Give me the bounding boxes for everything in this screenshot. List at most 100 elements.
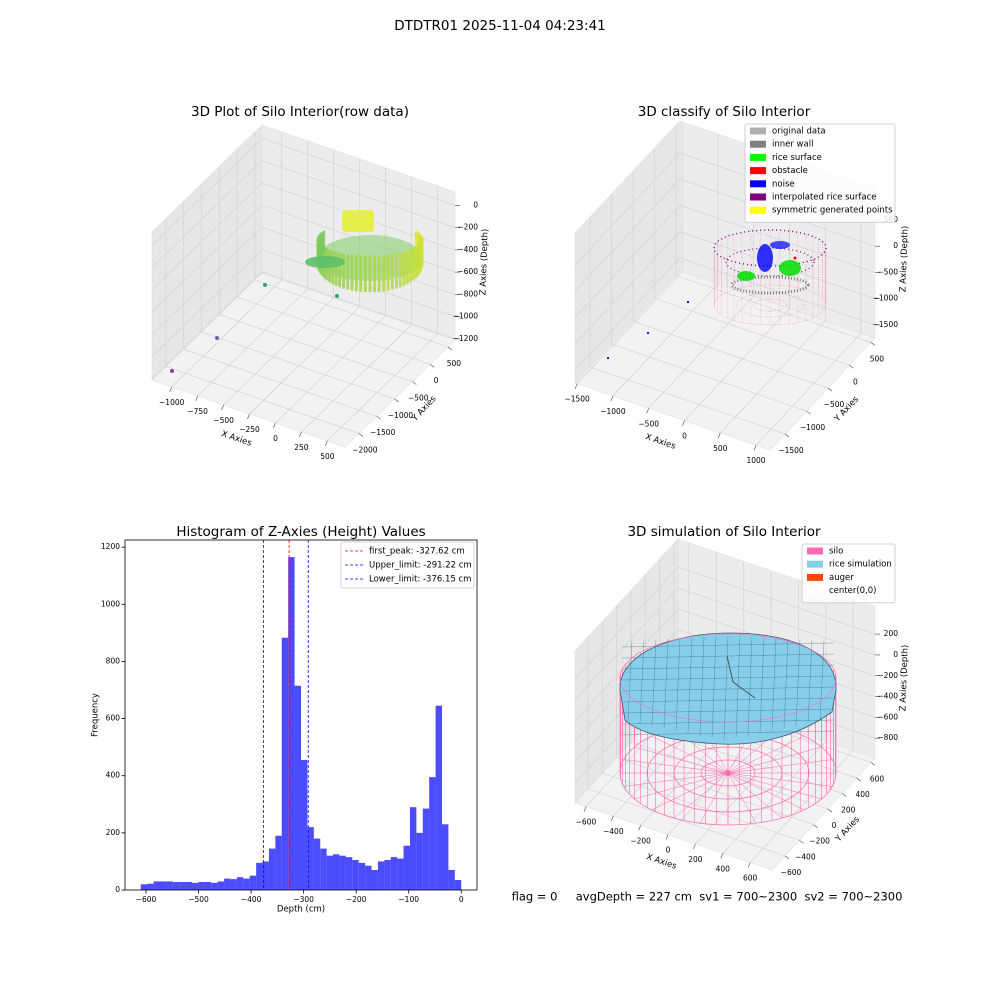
rice-mesh bbox=[621, 664, 835, 670]
x-tick-label: −600 bbox=[576, 818, 597, 827]
legend-label: auger bbox=[829, 573, 854, 583]
outlier-point bbox=[170, 369, 174, 373]
histogram-bar bbox=[320, 848, 327, 890]
tick-mark bbox=[693, 843, 696, 850]
x-tick-label: −1000 bbox=[600, 407, 626, 416]
tick-mark bbox=[849, 365, 854, 369]
tick-mark bbox=[646, 408, 649, 414]
x-tick-label: 600 bbox=[743, 874, 758, 883]
rice-mesh bbox=[651, 639, 657, 726]
histogram-bar bbox=[294, 685, 301, 890]
tick-mark bbox=[221, 404, 224, 410]
rice-mesh bbox=[723, 635, 729, 741]
z-tick-label: −1000 bbox=[453, 312, 479, 321]
legend-box bbox=[744, 123, 896, 223]
histogram-bar bbox=[416, 832, 423, 890]
histogram-bar bbox=[172, 882, 180, 890]
tick-mark bbox=[638, 825, 641, 831]
tick-mark bbox=[827, 387, 833, 392]
side-pane bbox=[151, 124, 263, 381]
tick-mark bbox=[611, 815, 614, 822]
noise-cluster bbox=[757, 244, 773, 272]
noise-point bbox=[686, 300, 690, 304]
histogram-bar bbox=[230, 879, 237, 890]
legend-swatch bbox=[750, 167, 766, 175]
z-tick-label: −1000 bbox=[873, 294, 899, 303]
tick-mark bbox=[842, 793, 847, 797]
silo-floor bbox=[699, 772, 729, 824]
grid-line bbox=[151, 249, 456, 357]
tick-mark bbox=[195, 395, 198, 401]
histogram-bar bbox=[313, 838, 321, 890]
histogram-bar bbox=[204, 882, 212, 890]
outlier-point bbox=[215, 336, 219, 340]
histogram-bar bbox=[339, 855, 346, 890]
y-tick-label: −400 bbox=[795, 852, 816, 861]
rice-mesh bbox=[627, 640, 633, 721]
grid-line bbox=[327, 185, 438, 442]
legend-swatch bbox=[750, 206, 766, 214]
histogram-bar bbox=[288, 557, 295, 890]
histogram-bar bbox=[281, 637, 289, 890]
x-tick-label: −400 bbox=[241, 895, 262, 904]
histogram-bar bbox=[333, 854, 340, 890]
rice-surface bbox=[619, 632, 837, 745]
z-axis-label: Z Axies (Depth) bbox=[898, 226, 910, 293]
x-tick-label: −100 bbox=[398, 895, 419, 904]
wall-points bbox=[730, 275, 810, 295]
z-tick-label: −800 bbox=[457, 289, 478, 298]
noise-point bbox=[646, 331, 650, 335]
legend-label: center(0,0) bbox=[829, 586, 877, 596]
grid-line bbox=[630, 590, 829, 810]
z-tick-label: −1200 bbox=[453, 334, 479, 343]
histogram-bar bbox=[326, 855, 334, 890]
histogram-bar bbox=[198, 882, 205, 890]
legend-box bbox=[340, 541, 475, 589]
y-tick-label: −600 bbox=[781, 868, 802, 877]
legend-swatch bbox=[807, 587, 823, 595]
silo-floor bbox=[727, 772, 757, 824]
x-tick-label: 400 bbox=[716, 864, 731, 873]
y-axis-label: Y Axies bbox=[832, 394, 861, 424]
grid-line bbox=[218, 166, 413, 382]
tick-mark bbox=[376, 415, 381, 420]
grid-line bbox=[201, 183, 395, 400]
x-tick-label: −300 bbox=[293, 895, 314, 904]
outlier-point bbox=[263, 283, 267, 287]
chart-title: 3D simulation of Silo Interior bbox=[627, 524, 821, 540]
rice-mesh bbox=[621, 686, 835, 692]
point-cloud bbox=[342, 210, 374, 232]
z-tick-label: −400 bbox=[877, 692, 898, 701]
grid-line bbox=[151, 182, 456, 291]
tick-mark bbox=[806, 410, 811, 415]
legend-swatch bbox=[750, 193, 766, 201]
tick-mark bbox=[358, 433, 364, 437]
tick-mark bbox=[870, 342, 876, 346]
z-tick-label: 200 bbox=[884, 629, 899, 638]
tick-mark bbox=[583, 806, 587, 812]
grid-line bbox=[197, 140, 309, 397]
grid-line bbox=[165, 218, 360, 434]
silo-floor bbox=[634, 746, 729, 774]
legend-label: obstacle bbox=[772, 166, 808, 176]
y-tick-label: 600 bbox=[106, 714, 121, 723]
histogram-bar bbox=[397, 858, 404, 890]
grid-line bbox=[574, 204, 876, 318]
rice-mesh bbox=[621, 675, 835, 681]
histogram-bar bbox=[262, 861, 269, 890]
legend-swatch bbox=[750, 180, 766, 188]
rice-mesh bbox=[795, 639, 801, 726]
tick-mark bbox=[299, 431, 302, 437]
legend-label: symmetric generated points bbox=[772, 206, 893, 216]
x-tick-label: 0 bbox=[682, 432, 687, 441]
grid-line bbox=[574, 178, 876, 292]
histogram-bar bbox=[301, 760, 308, 890]
y-tick-label: −1000 bbox=[800, 423, 826, 432]
tick-mark bbox=[799, 840, 804, 844]
tick-mark bbox=[394, 398, 399, 403]
tick-mark bbox=[827, 808, 833, 813]
legend-label: rice simulation bbox=[829, 560, 892, 570]
x-tick-label: −200 bbox=[630, 836, 651, 845]
z-tick-label: 0 bbox=[893, 650, 898, 659]
x-tick-label: −1000 bbox=[159, 398, 185, 407]
